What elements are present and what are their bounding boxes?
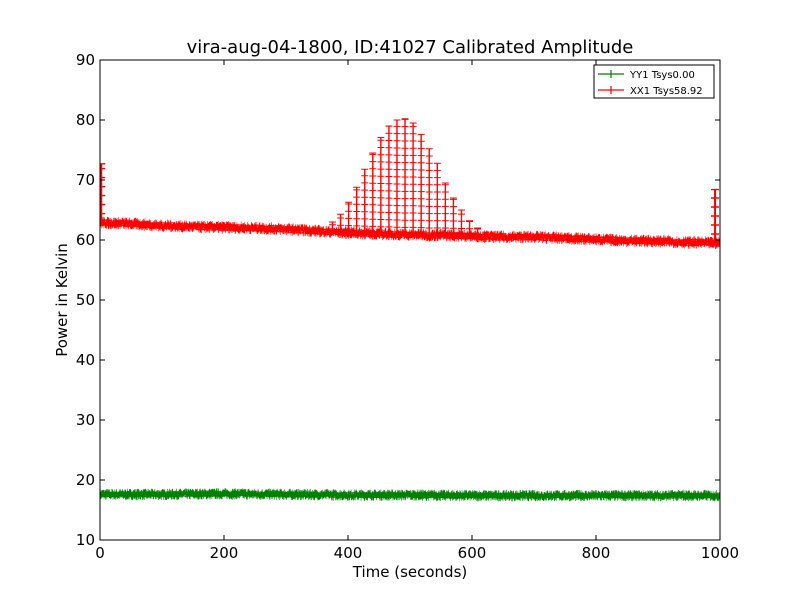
peak-markers [329,221,336,226]
legend: YY1 Tsys0.00 XX1 Tsys58.92 [593,64,715,99]
axis-ticks: 0 200 400 600 800 1000 10 20 30 40 50 60 70 80 90 [76,51,739,562]
peak-markers [449,197,457,229]
x-axis-label: Time (seconds) [352,563,468,581]
plot-frame [99,59,721,541]
peak-markers [474,227,482,230]
peak-markers [337,213,345,226]
peak-markers [433,162,441,229]
legend-label-yy1: YY1 Tsys0.00 [629,70,695,81]
legend-label-xx1: XX1 Tsys58.92 [630,86,703,97]
peak-markers [345,201,353,227]
peak-markers [361,168,369,227]
plot-clip-group [100,118,720,502]
peak-markers [458,209,465,229]
y-tick-label: 30 [76,411,95,429]
series-xx1-markers [100,216,720,250]
peak-markers [369,152,377,227]
x-tick-label: 1000 [701,544,739,562]
y-tick-label: 10 [76,531,95,549]
peak-markers [353,186,361,227]
y-tick-label: 50 [76,291,95,309]
x-tick-label: 800 [582,544,611,562]
x-tick-label: 0 [95,544,105,562]
peak-markers [466,220,473,230]
y-tick-label: 60 [76,231,95,249]
series-yy1-markers [100,488,720,502]
edge-spike-markers [100,163,106,215]
peak-markers [385,125,393,228]
plot-area [100,118,720,502]
series-yy1 [100,488,720,502]
x-tick-label: 600 [458,544,487,562]
legend-box [593,64,715,99]
y-axis-label: Power in Kelvin [53,243,71,357]
peak-markers [425,148,433,229]
y-tick-label: 40 [76,351,95,369]
y-tick-label: 20 [76,471,95,489]
y-tick-label: 70 [76,171,95,189]
peak-markers [409,122,417,228]
x-tick-label: 200 [210,544,239,562]
chart-title: vira-aug-04-1800, ID:41027 Calibrated Am… [187,37,634,58]
y-tick-label: 80 [76,111,95,129]
peak-markers [441,182,449,229]
x-tick-label: 400 [334,544,363,562]
peak-markers [417,133,425,229]
peak-markers [401,118,409,228]
peak-markers [377,136,385,228]
series-xx1 [100,118,720,250]
peak-markers [393,119,401,228]
edge-spike-markers [711,188,719,235]
y-tick-label: 90 [76,51,95,69]
